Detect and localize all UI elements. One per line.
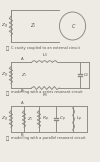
Text: modelling with a parallel resonant circuit: modelling with a parallel resonant circu… bbox=[11, 135, 85, 139]
Text: $L_p$: $L_p$ bbox=[76, 115, 82, 123]
Text: B: B bbox=[21, 133, 23, 138]
Text: $C_0$: $C_0$ bbox=[83, 71, 90, 79]
Text: $C_p$: $C_p$ bbox=[59, 115, 66, 123]
Text: $Z_g$: $Z_g$ bbox=[1, 22, 8, 30]
Text: $R_p$: $R_p$ bbox=[42, 115, 49, 123]
Text: ⓑ: ⓑ bbox=[5, 91, 8, 96]
Text: $Z_i$: $Z_i$ bbox=[21, 71, 27, 79]
Text: A: A bbox=[21, 57, 23, 60]
Text: $Z_g$: $Z_g$ bbox=[1, 70, 8, 79]
Text: C cavity coupled to an external circuit: C cavity coupled to an external circuit bbox=[11, 46, 80, 50]
Text: modelling with a series resonant circuit: modelling with a series resonant circuit bbox=[11, 91, 83, 94]
Text: $Z_i$: $Z_i$ bbox=[27, 115, 33, 123]
Text: $Z_g$: $Z_g$ bbox=[1, 115, 8, 123]
Text: B: B bbox=[21, 89, 23, 93]
Text: $L_0$: $L_0$ bbox=[42, 51, 48, 59]
Text: $R_0$: $R_0$ bbox=[42, 91, 49, 99]
Text: ⓒ: ⓒ bbox=[5, 136, 8, 141]
Text: $Z_i$: $Z_i$ bbox=[30, 22, 36, 30]
Text: ⓐ: ⓐ bbox=[5, 46, 8, 51]
Text: A: A bbox=[21, 100, 23, 104]
Text: $C$: $C$ bbox=[71, 22, 76, 30]
